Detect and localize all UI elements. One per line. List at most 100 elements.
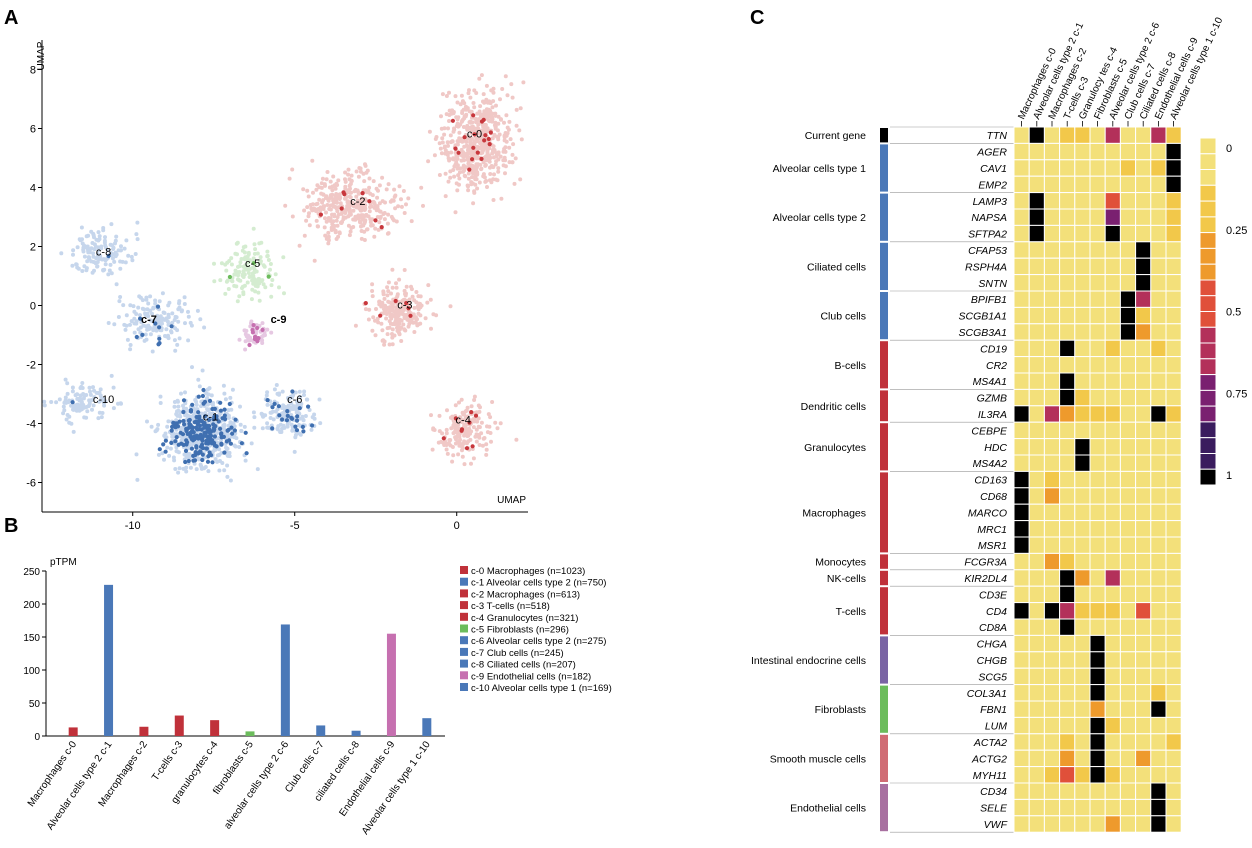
heatmap-cell bbox=[1135, 290, 1152, 308]
umap-point bbox=[203, 465, 208, 469]
heatmap-cell bbox=[1028, 323, 1045, 341]
umap-point bbox=[478, 104, 483, 109]
umap-point bbox=[71, 248, 76, 253]
umap-point bbox=[42, 399, 47, 404]
umap-expressing-point bbox=[472, 132, 477, 137]
umap-point bbox=[232, 283, 237, 288]
umap-point bbox=[75, 245, 80, 250]
heatmap-cell bbox=[1104, 700, 1121, 718]
umap-point bbox=[490, 400, 495, 404]
umap-expressing-point bbox=[469, 410, 474, 415]
heatmap-cell bbox=[1135, 208, 1152, 226]
umap-point bbox=[399, 204, 404, 209]
umap-point bbox=[268, 416, 273, 420]
umap-point bbox=[349, 179, 354, 183]
umap-expressing-point bbox=[224, 439, 229, 444]
umap-point bbox=[405, 317, 410, 322]
heatmap-cell bbox=[1013, 241, 1030, 259]
umap-point bbox=[446, 156, 451, 161]
heatmap-group-bar bbox=[880, 292, 888, 340]
umap-point bbox=[445, 140, 450, 145]
umap-point bbox=[471, 201, 476, 206]
heatmap-cell bbox=[1089, 520, 1106, 538]
umap-point bbox=[482, 146, 486, 150]
umap-point bbox=[229, 262, 234, 267]
heatmap-gene-label: AGER bbox=[976, 147, 1007, 159]
umap-point bbox=[448, 175, 453, 180]
umap-point bbox=[487, 159, 492, 164]
umap-point bbox=[326, 230, 331, 235]
umap-point bbox=[338, 201, 343, 206]
umap-point bbox=[445, 408, 449, 413]
umap-point bbox=[192, 461, 197, 466]
umap-point bbox=[518, 177, 523, 182]
umap-point bbox=[401, 308, 406, 312]
heatmap-cell bbox=[1150, 602, 1167, 620]
heatmap-cell bbox=[1119, 438, 1137, 456]
umap-point bbox=[331, 219, 336, 224]
umap-point bbox=[356, 214, 361, 219]
heatmap-cell bbox=[1135, 798, 1152, 817]
umap-point bbox=[332, 224, 337, 228]
umap-point bbox=[360, 198, 365, 202]
heatmap-cell bbox=[1074, 454, 1091, 472]
umap-point bbox=[386, 182, 391, 187]
umap-point bbox=[397, 277, 402, 282]
heatmap-cell bbox=[1165, 224, 1182, 243]
heatmap-gene-label: CEBPE bbox=[971, 425, 1008, 437]
umap-point bbox=[480, 149, 485, 153]
heatmap-cell bbox=[1059, 700, 1076, 718]
umap-point bbox=[253, 247, 258, 252]
heatmap-cell bbox=[1119, 487, 1137, 505]
umap-point bbox=[485, 100, 490, 105]
umap-point bbox=[101, 400, 106, 405]
umap-point bbox=[380, 338, 385, 343]
heatmap-cell bbox=[1135, 142, 1152, 161]
heatmap-cell bbox=[1089, 274, 1106, 292]
heatmap-cell bbox=[1013, 323, 1030, 341]
heatmap-cell bbox=[1135, 306, 1152, 325]
umap-point bbox=[370, 223, 375, 228]
heatmap-cell bbox=[1119, 503, 1137, 522]
umap-point bbox=[70, 263, 75, 268]
heatmap-cell bbox=[1043, 323, 1061, 341]
umap-point bbox=[290, 428, 295, 433]
umap-point bbox=[63, 398, 68, 403]
umap-point bbox=[246, 250, 251, 255]
umap-point bbox=[111, 245, 116, 250]
umap-point bbox=[439, 151, 444, 156]
legend-swatch bbox=[460, 671, 468, 680]
umap-point bbox=[376, 188, 380, 193]
umap-expressing-point bbox=[201, 401, 206, 406]
umap-point bbox=[108, 262, 113, 267]
umap-point bbox=[493, 111, 498, 116]
umap-point bbox=[347, 183, 352, 188]
heatmap-cell bbox=[1104, 126, 1121, 144]
umap-points bbox=[42, 73, 526, 483]
heatmap-cell bbox=[1135, 520, 1152, 538]
umap-expressing-point bbox=[219, 442, 224, 447]
umap-point bbox=[95, 260, 100, 264]
umap-point bbox=[483, 179, 488, 184]
heatmap-cell bbox=[1089, 372, 1106, 390]
umap-point bbox=[360, 213, 364, 218]
umap-point bbox=[135, 237, 140, 242]
umap-point bbox=[488, 431, 493, 435]
legend-entry: c-5 Fibroblasts (n=296) bbox=[471, 625, 569, 636]
heatmap-cell bbox=[1135, 733, 1152, 751]
heatmap-cell bbox=[1150, 388, 1167, 407]
umap-expressing-point bbox=[207, 427, 212, 432]
umap-point bbox=[348, 200, 353, 204]
umap-point bbox=[252, 425, 257, 430]
heatmap-cell bbox=[1135, 323, 1152, 341]
umap-expressing-point bbox=[408, 313, 413, 318]
heatmap-cell bbox=[1089, 618, 1106, 636]
umap-point bbox=[101, 228, 106, 233]
umap-point bbox=[462, 462, 467, 467]
umap-point bbox=[49, 400, 54, 404]
umap-point bbox=[500, 87, 505, 91]
heatmap-cell bbox=[1104, 798, 1121, 817]
umap-point bbox=[217, 468, 222, 473]
umap-point bbox=[290, 214, 295, 219]
heatmap-gene-label: MS4A1 bbox=[973, 376, 1007, 388]
